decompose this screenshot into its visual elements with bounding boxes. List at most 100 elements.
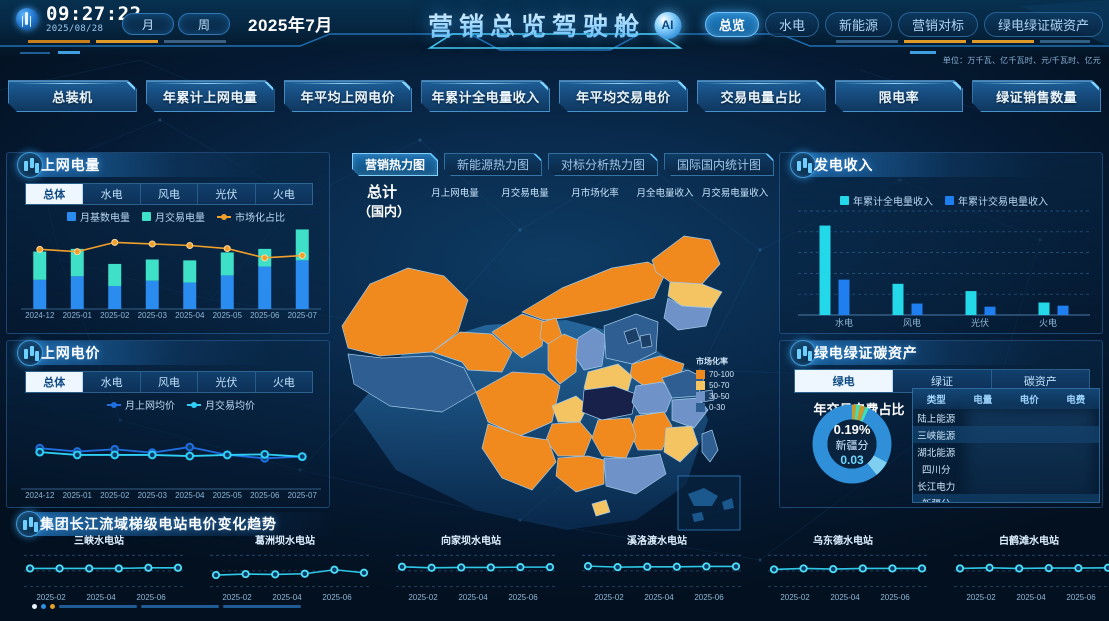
donut-trade-fee-share[interactable]: 0.19% 新疆分 0.03 bbox=[808, 400, 896, 488]
nav-item-new-energy[interactable]: 新能源 bbox=[824, 12, 892, 37]
panel-title-yangtze-stations: 集团长江流域梯级电站电价变化趋势 bbox=[40, 516, 277, 532]
station-card-3[interactable]: 溪洛渡水电站 2025-02 2025-04 2025-06 bbox=[564, 530, 750, 608]
green-asset-table[interactable]: 类型 电量 电价 电费 陆上能源 三峡能源 湖北能源 四川分 长江电力 新疆分 bbox=[912, 388, 1100, 503]
station-card-2[interactable]: 向家坝水电站 2025-02 2025-04 2025-06 bbox=[378, 530, 564, 608]
legend-label-avg-grid-price: 月上网均价 bbox=[125, 401, 175, 412]
kpi-annual-grid-power[interactable]: 年累计上网电量 bbox=[146, 80, 275, 112]
nav-item-benchmark[interactable]: 营销对标 bbox=[897, 12, 978, 37]
carousel-indicator[interactable] bbox=[32, 604, 301, 609]
carousel-dot-1[interactable] bbox=[32, 604, 37, 609]
carousel-dot-3[interactable] bbox=[50, 604, 55, 609]
tab-green-power[interactable]: 绿电 bbox=[795, 370, 894, 392]
legend-label-full-revenue: 年累计全电量收入 bbox=[853, 197, 933, 208]
axis-tick: 2025-04 bbox=[175, 491, 205, 500]
station-line-chart[interactable] bbox=[754, 547, 936, 593]
period-toggle-month[interactable]: 月 bbox=[122, 13, 174, 35]
tab-price-thermal[interactable]: 火电 bbox=[255, 372, 312, 392]
station-line-chart[interactable] bbox=[196, 547, 378, 593]
table-values-blurred bbox=[967, 409, 1093, 502]
station-card-4[interactable]: 乌东德水电站 2025-02 2025-04 2025-06 bbox=[750, 530, 936, 608]
axis-tick: 2025-05 bbox=[212, 491, 242, 500]
table-row[interactable]: 湖北能源 bbox=[913, 443, 1099, 460]
tab-green-certificate[interactable]: 绿证 bbox=[893, 370, 992, 392]
chart-grid-power[interactable] bbox=[21, 225, 321, 310]
tab-new-energy-heatmap[interactable]: 新能源热力图 bbox=[444, 153, 542, 176]
axis-tick: 2025-01 bbox=[62, 491, 92, 500]
panel-title-green-assets: 绿电绿证碳资产 bbox=[814, 345, 918, 361]
axis-tick: 光伏 bbox=[970, 318, 989, 328]
carousel-dot-2[interactable] bbox=[41, 604, 46, 609]
station-card-5[interactable]: 白鹤滩水电站 2025-02 2025-04 2025-06 bbox=[936, 530, 1109, 608]
period-toggle-week[interactable]: 周 bbox=[178, 13, 230, 35]
carousel-track-2[interactable] bbox=[141, 605, 219, 608]
table-row[interactable]: 陆上能源 bbox=[913, 409, 1099, 426]
tab-power-thermal[interactable]: 火电 bbox=[255, 184, 312, 204]
tab-price-wind[interactable]: 风电 bbox=[140, 372, 199, 392]
station-card-0[interactable]: 三峡水电站 2025-02 2025-04 2025-06 bbox=[6, 530, 192, 608]
chart-generation-income[interactable] bbox=[798, 210, 1090, 316]
tab-benchmark-heatmap[interactable]: 对标分析热力图 bbox=[548, 153, 658, 176]
table-cell-type: 长江电力 bbox=[917, 481, 956, 493]
kpi-curtailment-rate[interactable]: 限电率 bbox=[835, 80, 964, 112]
carousel-track-1[interactable] bbox=[59, 605, 137, 608]
station-line-chart[interactable] bbox=[382, 547, 564, 593]
panel-generation-income: 发电收入 年累计全电量收入 年累计交易电量收入 水电 风电 光伏 火电 bbox=[779, 152, 1103, 334]
station-line-chart[interactable] bbox=[568, 547, 750, 593]
tab-price-hydro[interactable]: 水电 bbox=[83, 372, 141, 392]
station-card-1[interactable]: 葛洲坝水电站 2025-02 2025-04 2025-06 bbox=[192, 530, 378, 608]
nav-item-hydro[interactable]: 水电 bbox=[764, 12, 819, 37]
station-line-chart[interactable] bbox=[940, 547, 1109, 593]
axis-tick: 2025-06 bbox=[322, 593, 352, 602]
kpi-annual-full-revenue[interactable]: 年累计全电量收入 bbox=[421, 80, 550, 112]
legend-swatch-market-share bbox=[217, 213, 231, 220]
stat-total-line1: 总计 bbox=[366, 184, 397, 201]
axis-tick: 风电 bbox=[902, 318, 921, 328]
tab-power-total[interactable]: 总体 bbox=[26, 184, 84, 204]
station-axis: 2025-02 2025-04 2025-06 bbox=[398, 593, 548, 602]
chart-bar-icon bbox=[790, 340, 816, 366]
clock-date: 2025/08/28 bbox=[46, 24, 104, 34]
tab-power-wind[interactable]: 风电 bbox=[140, 184, 199, 204]
legend-label-trade-power: 月交易电量 bbox=[155, 213, 205, 224]
china-market-heatmap[interactable] bbox=[336, 206, 776, 536]
ai-assistant-badge[interactable]: AI bbox=[654, 11, 682, 39]
tab-intl-domestic-stats[interactable]: 国际国内统计图 bbox=[664, 153, 774, 176]
axis-tick: 2025-06 bbox=[1066, 593, 1096, 602]
nav-item-green-assets[interactable]: 绿电绿证碳资产 bbox=[983, 12, 1103, 37]
chart-bar-icon bbox=[17, 152, 43, 178]
panel-title-bar bbox=[33, 153, 273, 177]
chart-grid-price[interactable] bbox=[21, 411, 321, 490]
tab-power-solar[interactable]: 光伏 bbox=[198, 184, 256, 204]
axis-tick: 2025-02 bbox=[100, 311, 130, 320]
table-col-price: 电价 bbox=[1019, 395, 1039, 406]
carousel-track-3[interactable] bbox=[223, 605, 301, 608]
axis-tick: 2025-06 bbox=[694, 593, 724, 602]
map-legend-label-4: 0-30 bbox=[709, 403, 726, 412]
axis-tick: 2025-06 bbox=[880, 593, 910, 602]
axis-tick: 2024-12 bbox=[25, 491, 55, 500]
legend-grid-power: 月基数电量 月交易电量 市场化占比 bbox=[67, 209, 285, 224]
nav-item-overview[interactable]: 总览 bbox=[704, 12, 759, 37]
axis-tick: 水电 bbox=[834, 318, 853, 328]
table-row[interactable]: 长江电力 bbox=[913, 477, 1099, 494]
kpi-avg-grid-price[interactable]: 年平均上网电价 bbox=[284, 80, 413, 112]
stat-val-trade-power bbox=[490, 200, 560, 234]
axis-tick: 2025-06 bbox=[508, 593, 538, 602]
station-line-chart[interactable] bbox=[10, 547, 192, 593]
stat-column-headers: 月上网电量 月交易电量 月市场化率 月全电量收入 月交易电量收入 bbox=[420, 185, 770, 199]
panel-title-grid-power: 上网电量 bbox=[41, 157, 101, 173]
panel-title-bar bbox=[32, 512, 332, 536]
table-row[interactable]: 四川分 bbox=[913, 460, 1099, 477]
tab-price-solar[interactable]: 光伏 bbox=[198, 372, 256, 392]
legend-label-avg-trade-price: 月交易均价 bbox=[205, 401, 255, 412]
tab-marketing-heatmap[interactable]: 营销热力图 bbox=[352, 153, 438, 176]
tab-price-total[interactable]: 总体 bbox=[26, 372, 84, 392]
kpi-green-cert-sales[interactable]: 绿证销售数量 bbox=[972, 80, 1101, 112]
tab-power-hydro[interactable]: 水电 bbox=[83, 184, 141, 204]
kpi-avg-trade-price[interactable]: 年平均交易电价 bbox=[559, 80, 688, 112]
axis-tick: 2025-02 bbox=[36, 593, 66, 602]
kpi-trade-power-share[interactable]: 交易电量占比 bbox=[697, 80, 826, 112]
kpi-total-capacity[interactable]: 总装机 bbox=[8, 80, 137, 112]
tab-carbon-asset[interactable]: 碳资产 bbox=[991, 370, 1089, 392]
axis-tick: 2024-12 bbox=[25, 311, 55, 320]
